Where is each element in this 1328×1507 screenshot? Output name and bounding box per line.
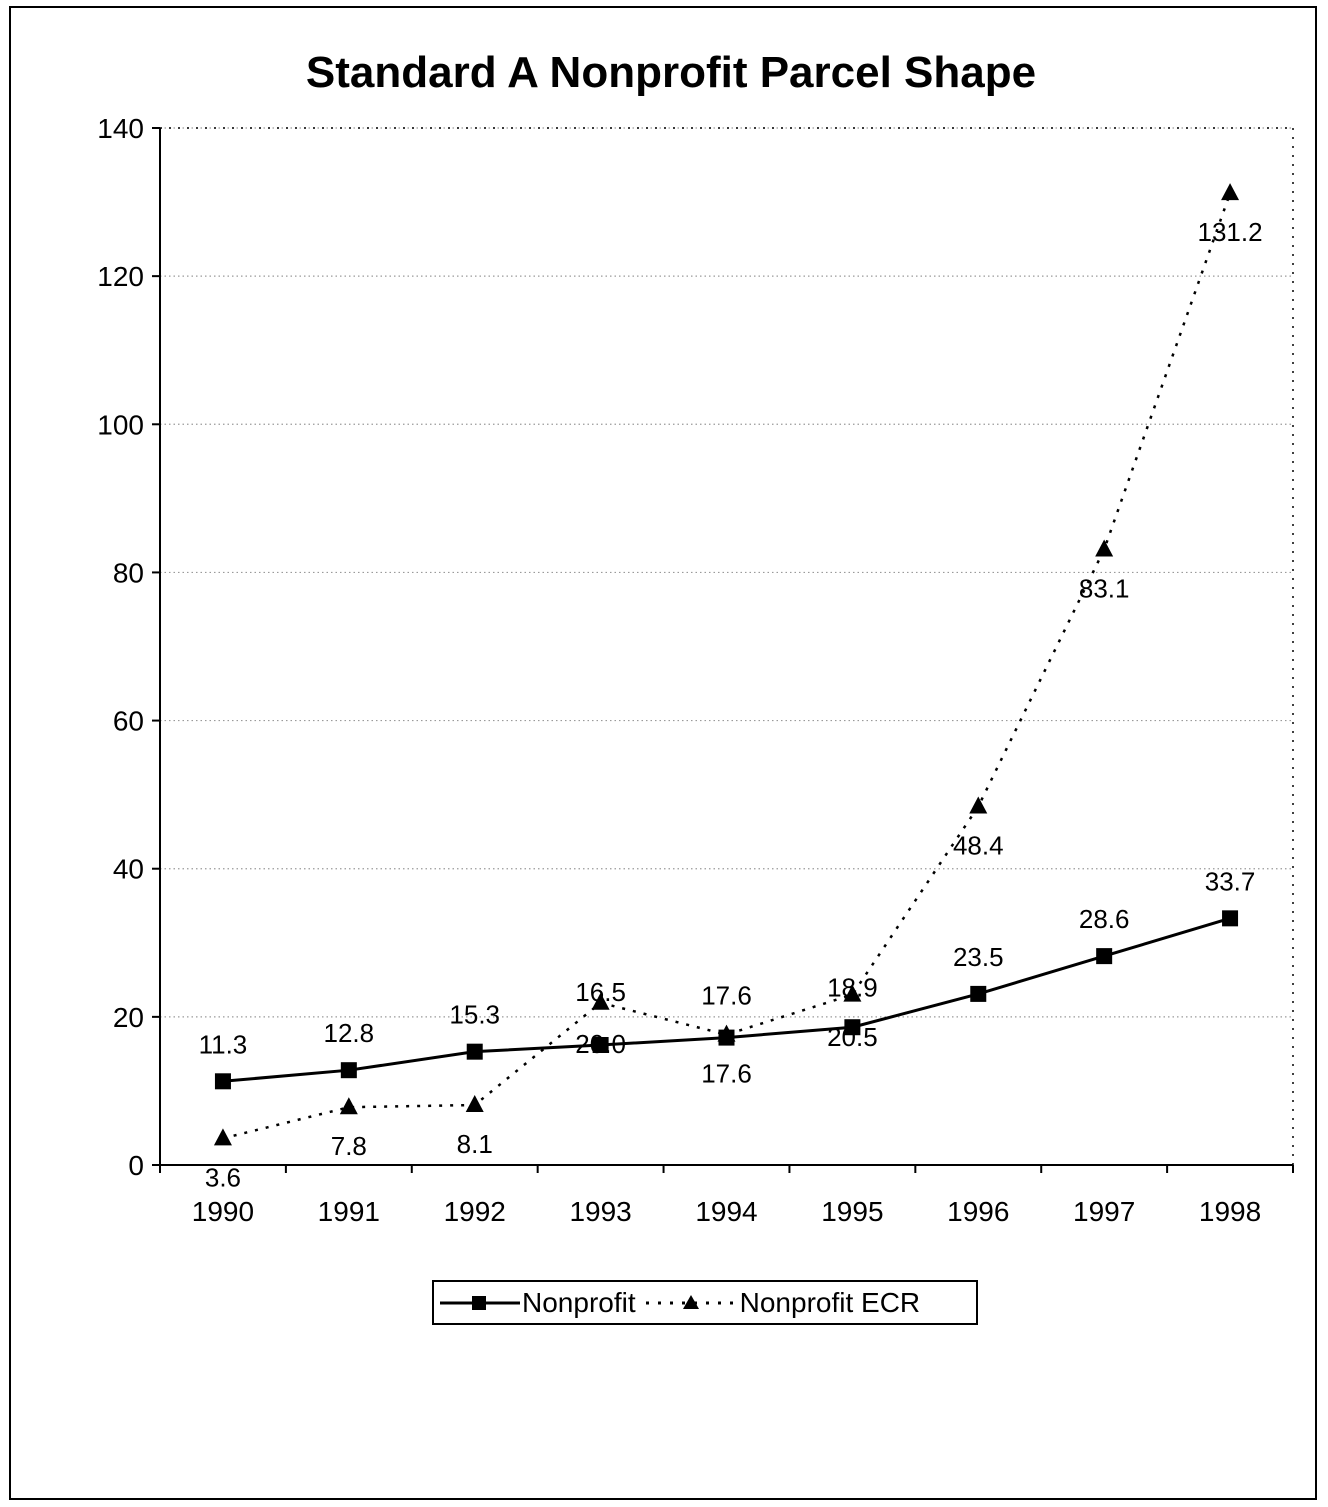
y-tick-label: 120 [97,261,144,292]
y-tick-label: 60 [113,706,144,737]
data-label-nonprofit-ecr: 18.9 [827,973,878,1003]
chart-title: Standard A Nonprofit Parcel Shape [305,48,1037,97]
point-marker-nonprofit [214,1073,231,1090]
data-label-nonprofit-ecr: 7.8 [331,1131,367,1161]
point-marker-nonprofit-ecr [717,1024,736,1042]
legend: Nonprofit Nonprofit ECR [432,1280,978,1325]
chart-frame [9,6,1317,1500]
data-label-nonprofit: 15.3 [449,1000,500,1030]
x-tick-label: 1995 [821,1196,883,1227]
y-tick-label: 140 [97,113,144,144]
data-label-nonprofit: 28.6 [1079,904,1130,934]
gridlines [160,127,1294,1165]
x-tick-label: 1998 [1199,1196,1261,1227]
point-marker-nonprofit [844,1019,861,1036]
data-label-nonprofit-ecr: 131.2 [1198,217,1263,247]
point-marker-nonprofit [1222,910,1239,927]
legend-label-nonprofit-ecr: Nonprofit ECR [739,1286,921,1318]
x-tick-label: 1990 [192,1196,254,1227]
data-label-nonprofit: 33.7 [1205,866,1256,896]
y-tick-label: 20 [113,1002,144,1033]
point-marker-nonprofit-ecr [465,1095,484,1113]
x-tick-label: 1992 [444,1196,506,1227]
legend-label-nonprofit: Nonprofit [522,1286,636,1318]
y-tick-label: 40 [113,854,144,885]
y-tick-label: 0 [128,1150,144,1181]
point-marker-nonprofit-ecr [213,1128,232,1146]
point-marker-nonprofit-ecr [843,984,862,1002]
x-tick-label: 1996 [947,1196,1009,1227]
legend-item-nonprofit-ecr: Nonprofit ECR [636,1282,921,1323]
point-marker-nonprofit [970,985,987,1002]
data-label-nonprofit-ecr: 8.1 [457,1129,493,1159]
data-label-nonprofit: 12.8 [324,1018,375,1048]
x-tick-label: 1994 [695,1196,757,1227]
series [213,183,1240,1146]
point-marker-nonprofit-ecr [1095,539,1114,557]
data-label-nonprofit-ecr: 16.5 [575,977,626,1007]
legend-swatch-nonprofit [440,1295,520,1310]
data-label-nonprofit-ecr: 3.6 [205,1162,241,1192]
data-label-nonprofit: 23.5 [953,942,1004,972]
point-marker-nonprofit [592,1037,609,1054]
y-tick-label: 80 [113,557,144,588]
x-tick-label: 1991 [318,1196,380,1227]
data-label-nonprofit: 20.0 [575,1029,626,1059]
data-label-nonprofit: 20.5 [827,1022,878,1052]
point-marker-nonprofit [1096,948,1113,965]
legend-item-nonprofit: Nonprofit [434,1282,636,1323]
data-labels: 11.3 12.8 15.3 20.0 17.6 20.5 23.5 28.6 33.7 3.6 7… [199,217,1263,1192]
point-marker-nonprofit-ecr [1221,183,1240,201]
y-tick-label: 100 [97,409,144,440]
data-label-nonprofit: 17.6 [701,1059,752,1089]
axes: 0 20 40 60 80 100 120 140 1990 1991 1992 1993 1994 19… [97,113,1294,1227]
data-label-nonprofit-ecr: 48.4 [953,830,1004,860]
data-label-nonprofit-ecr: 17.6 [701,981,752,1011]
point-marker-nonprofit [340,1062,357,1079]
point-marker-nonprofit-ecr [591,992,610,1010]
point-marker-nonprofit [466,1043,483,1060]
point-marker-nonprofit-ecr [969,796,988,814]
data-label-nonprofit: 11.3 [199,1029,248,1059]
point-marker-nonprofit-ecr [339,1097,358,1115]
data-label-nonprofit-ecr: 83.1 [1079,573,1130,603]
x-tick-label: 1997 [1073,1196,1135,1227]
legend-swatch-nonprofit-ecr [645,1294,736,1309]
x-tick-label: 1993 [569,1196,631,1227]
